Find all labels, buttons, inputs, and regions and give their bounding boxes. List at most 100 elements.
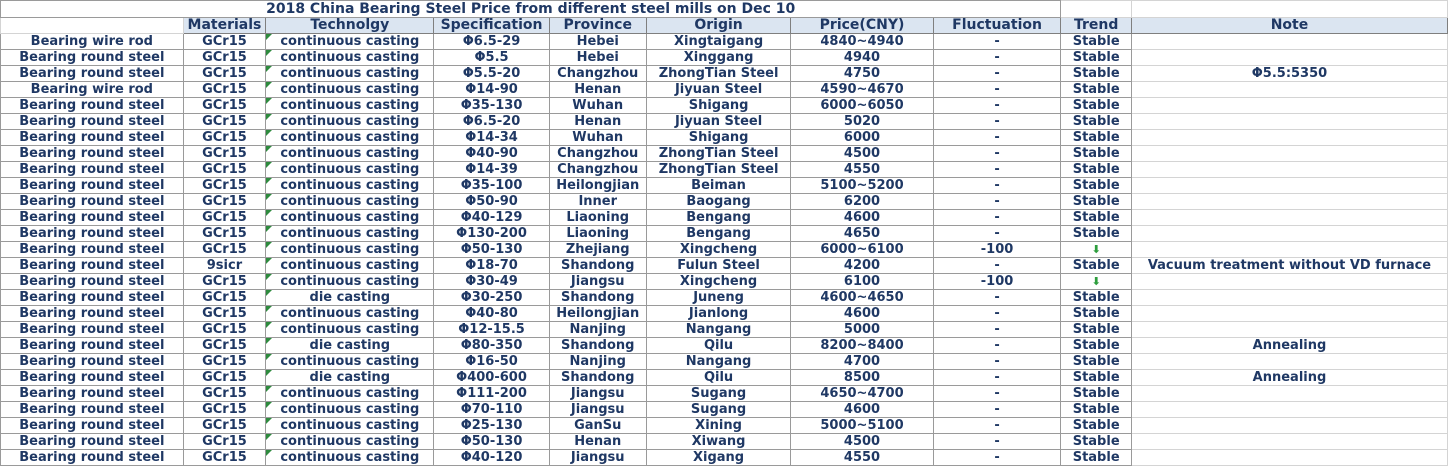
product-cell[interactable]: Bearing round steel xyxy=(0,433,184,450)
note-cell[interactable] xyxy=(1130,49,1448,66)
trend-cell[interactable]: Stable xyxy=(1060,417,1132,434)
technology-cell[interactable]: continuous casting xyxy=(265,241,435,258)
empty-cell[interactable] xyxy=(1060,0,1132,18)
material-cell[interactable]: GCr15 xyxy=(182,321,267,338)
product-cell[interactable]: Bearing wire rod xyxy=(0,33,184,50)
price-cell[interactable]: 4200 xyxy=(790,257,934,274)
product-cell[interactable]: Bearing round steel xyxy=(0,129,184,146)
material-cell[interactable]: GCr15 xyxy=(182,49,267,66)
header-origin[interactable]: Origin xyxy=(645,17,792,34)
specification-cell[interactable]: Φ25-130 xyxy=(433,417,550,434)
province-cell[interactable]: Henan xyxy=(548,113,647,130)
origin-cell[interactable]: Juneng xyxy=(645,289,792,306)
trend-cell[interactable]: Stable xyxy=(1060,113,1132,130)
note-cell[interactable] xyxy=(1130,417,1448,434)
product-cell[interactable]: Bearing round steel xyxy=(0,65,184,82)
product-cell[interactable]: Bearing round steel xyxy=(0,241,184,258)
trend-cell[interactable]: Stable xyxy=(1060,321,1132,338)
province-cell[interactable]: Wuhan xyxy=(548,129,647,146)
price-cell[interactable]: 4840~4940 xyxy=(790,33,934,50)
header-note[interactable]: Note xyxy=(1130,17,1448,34)
trend-cell[interactable]: Stable xyxy=(1060,81,1132,98)
material-cell[interactable]: 9sicr xyxy=(182,257,267,274)
product-cell[interactable]: Bearing round steel xyxy=(0,337,184,354)
province-cell[interactable]: Heilongjian xyxy=(548,305,647,322)
origin-cell[interactable]: Qilu xyxy=(645,337,792,354)
technology-cell[interactable]: continuous casting xyxy=(265,353,435,370)
province-cell[interactable]: Jiangsu xyxy=(548,401,647,418)
origin-cell[interactable]: Baogang xyxy=(645,193,792,210)
province-cell[interactable]: Shandong xyxy=(548,289,647,306)
technology-cell[interactable]: continuous casting xyxy=(265,145,435,162)
material-cell[interactable]: GCr15 xyxy=(182,433,267,450)
note-cell[interactable] xyxy=(1130,273,1448,290)
origin-cell[interactable]: Shigang xyxy=(645,97,792,114)
province-cell[interactable]: Nanjing xyxy=(548,353,647,370)
material-cell[interactable]: GCr15 xyxy=(182,401,267,418)
fluctuation-cell[interactable]: - xyxy=(932,385,1062,402)
fluctuation-cell[interactable]: - xyxy=(932,369,1062,386)
technology-cell[interactable]: continuous casting xyxy=(265,305,435,322)
header-trend[interactable]: Trend xyxy=(1060,17,1132,34)
price-cell[interactable]: 4550 xyxy=(790,161,934,178)
price-cell[interactable]: 4650~4700 xyxy=(790,385,934,402)
origin-cell[interactable]: ZhongTian Steel xyxy=(645,145,792,162)
technology-cell[interactable]: continuous casting xyxy=(265,273,435,290)
trend-cell[interactable]: Stable xyxy=(1060,257,1132,274)
origin-cell[interactable]: Sugang xyxy=(645,401,792,418)
empty-header-cell[interactable] xyxy=(0,17,184,34)
province-cell[interactable]: Hebei xyxy=(548,33,647,50)
trend-cell[interactable]: Stable xyxy=(1060,337,1132,354)
empty-cell[interactable] xyxy=(1130,0,1448,18)
material-cell[interactable]: GCr15 xyxy=(182,305,267,322)
origin-cell[interactable]: ZhongTian Steel xyxy=(645,161,792,178)
product-cell[interactable]: Bearing round steel xyxy=(0,289,184,306)
price-cell[interactable]: 4940 xyxy=(790,49,934,66)
fluctuation-cell[interactable]: - xyxy=(932,433,1062,450)
price-cell[interactable]: 8500 xyxy=(790,369,934,386)
origin-cell[interactable]: Xingcheng xyxy=(645,241,792,258)
note-cell[interactable] xyxy=(1130,241,1448,258)
note-cell[interactable] xyxy=(1130,353,1448,370)
header-materials[interactable]: Materials xyxy=(182,17,267,34)
province-cell[interactable]: Liaoning xyxy=(548,209,647,226)
province-cell[interactable]: Shandong xyxy=(548,337,647,354)
origin-cell[interactable]: ZhongTian Steel xyxy=(645,65,792,82)
product-cell[interactable]: Bearing round steel xyxy=(0,145,184,162)
note-cell[interactable] xyxy=(1130,177,1448,194)
fluctuation-cell[interactable]: - xyxy=(932,193,1062,210)
trend-cell[interactable]: Stable xyxy=(1060,353,1132,370)
note-cell[interactable] xyxy=(1130,321,1448,338)
material-cell[interactable]: GCr15 xyxy=(182,225,267,242)
header-technology[interactable]: Technolgy xyxy=(265,17,435,34)
header-specification[interactable]: Specification xyxy=(433,17,550,34)
product-cell[interactable]: Bearing round steel xyxy=(0,161,184,178)
material-cell[interactable]: GCr15 xyxy=(182,65,267,82)
price-cell[interactable]: 4750 xyxy=(790,65,934,82)
trend-cell[interactable]: Stable xyxy=(1060,65,1132,82)
fluctuation-cell[interactable]: - xyxy=(932,113,1062,130)
fluctuation-cell[interactable]: - xyxy=(932,257,1062,274)
technology-cell[interactable]: continuous casting xyxy=(265,97,435,114)
product-cell[interactable]: Bearing round steel xyxy=(0,353,184,370)
technology-cell[interactable]: continuous casting xyxy=(265,49,435,66)
specification-cell[interactable]: Φ5.5 xyxy=(433,49,550,66)
material-cell[interactable]: GCr15 xyxy=(182,81,267,98)
product-cell[interactable]: Bearing round steel xyxy=(0,225,184,242)
product-cell[interactable]: Bearing round steel xyxy=(0,97,184,114)
technology-cell[interactable]: continuous casting xyxy=(265,193,435,210)
origin-cell[interactable]: Jiyuan Steel xyxy=(645,81,792,98)
fluctuation-cell[interactable]: - xyxy=(932,65,1062,82)
note-cell[interactable]: Annealing xyxy=(1130,369,1448,386)
price-cell[interactable]: 4590~4670 xyxy=(790,81,934,98)
product-cell[interactable]: Bearing round steel xyxy=(0,321,184,338)
technology-cell[interactable]: continuous casting xyxy=(265,321,435,338)
product-cell[interactable]: Bearing round steel xyxy=(0,177,184,194)
fluctuation-cell[interactable]: - xyxy=(932,401,1062,418)
header-fluctuation[interactable]: Fluctuation xyxy=(932,17,1062,34)
trend-cell[interactable]: Stable xyxy=(1060,289,1132,306)
fluctuation-cell[interactable]: - xyxy=(932,33,1062,50)
specification-cell[interactable]: Φ111-200 xyxy=(433,385,550,402)
trend-cell[interactable]: ⬇ xyxy=(1060,273,1132,290)
price-cell[interactable]: 4600 xyxy=(790,305,934,322)
